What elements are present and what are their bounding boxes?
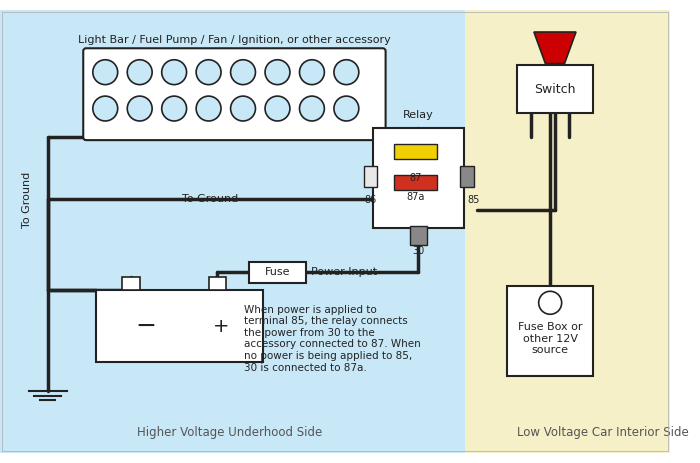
Circle shape — [265, 60, 290, 85]
Text: 87: 87 — [409, 173, 421, 183]
Bar — [122, 277, 140, 290]
Text: When power is applied to
terminal 85, the relay connects
the power from 30 to th: When power is applied to terminal 85, th… — [244, 305, 421, 373]
Text: To Ground: To Ground — [22, 171, 32, 228]
Text: Low Voltage Car Interior Side: Low Voltage Car Interior Side — [517, 425, 689, 438]
Bar — [394, 144, 438, 159]
Bar — [373, 128, 464, 228]
Text: Fuse: Fuse — [265, 267, 290, 277]
FancyBboxPatch shape — [83, 48, 386, 140]
Circle shape — [196, 60, 221, 85]
Text: +: + — [213, 317, 230, 336]
Text: To Ground: To Ground — [183, 194, 239, 205]
Bar — [466, 10, 670, 453]
Circle shape — [300, 96, 324, 121]
Text: Switch: Switch — [534, 83, 575, 96]
Circle shape — [93, 60, 118, 85]
Circle shape — [162, 60, 187, 85]
Text: 87a: 87a — [406, 192, 424, 202]
Circle shape — [127, 60, 152, 85]
Bar — [517, 65, 593, 113]
Circle shape — [196, 96, 221, 121]
Bar — [363, 166, 377, 187]
Bar — [507, 286, 593, 376]
Circle shape — [539, 291, 561, 314]
Text: −: − — [135, 314, 156, 338]
Bar — [0, 10, 466, 453]
Circle shape — [127, 96, 152, 121]
Circle shape — [300, 60, 324, 85]
Text: 86: 86 — [364, 194, 377, 205]
Circle shape — [334, 60, 359, 85]
Circle shape — [334, 96, 359, 121]
Bar — [394, 175, 438, 190]
Text: Higher Voltage Underhood Side: Higher Voltage Underhood Side — [137, 425, 322, 438]
Text: Power Input: Power Input — [311, 267, 377, 277]
Bar — [96, 290, 263, 362]
Text: Relay: Relay — [403, 110, 434, 120]
Text: Fuse Box or
other 12V
source: Fuse Box or other 12V source — [518, 322, 582, 355]
Circle shape — [162, 96, 187, 121]
Circle shape — [265, 96, 290, 121]
Polygon shape — [534, 32, 576, 63]
Bar — [248, 262, 306, 283]
Bar — [209, 277, 226, 290]
Bar — [460, 166, 474, 187]
Circle shape — [230, 96, 256, 121]
Text: 85: 85 — [468, 194, 480, 205]
Circle shape — [230, 60, 256, 85]
Text: 30: 30 — [412, 246, 424, 257]
Text: Light Bar / Fuel Pump / Fan / Ignition, or other accessory: Light Bar / Fuel Pump / Fan / Ignition, … — [78, 35, 391, 44]
Circle shape — [93, 96, 118, 121]
Bar — [410, 226, 427, 245]
